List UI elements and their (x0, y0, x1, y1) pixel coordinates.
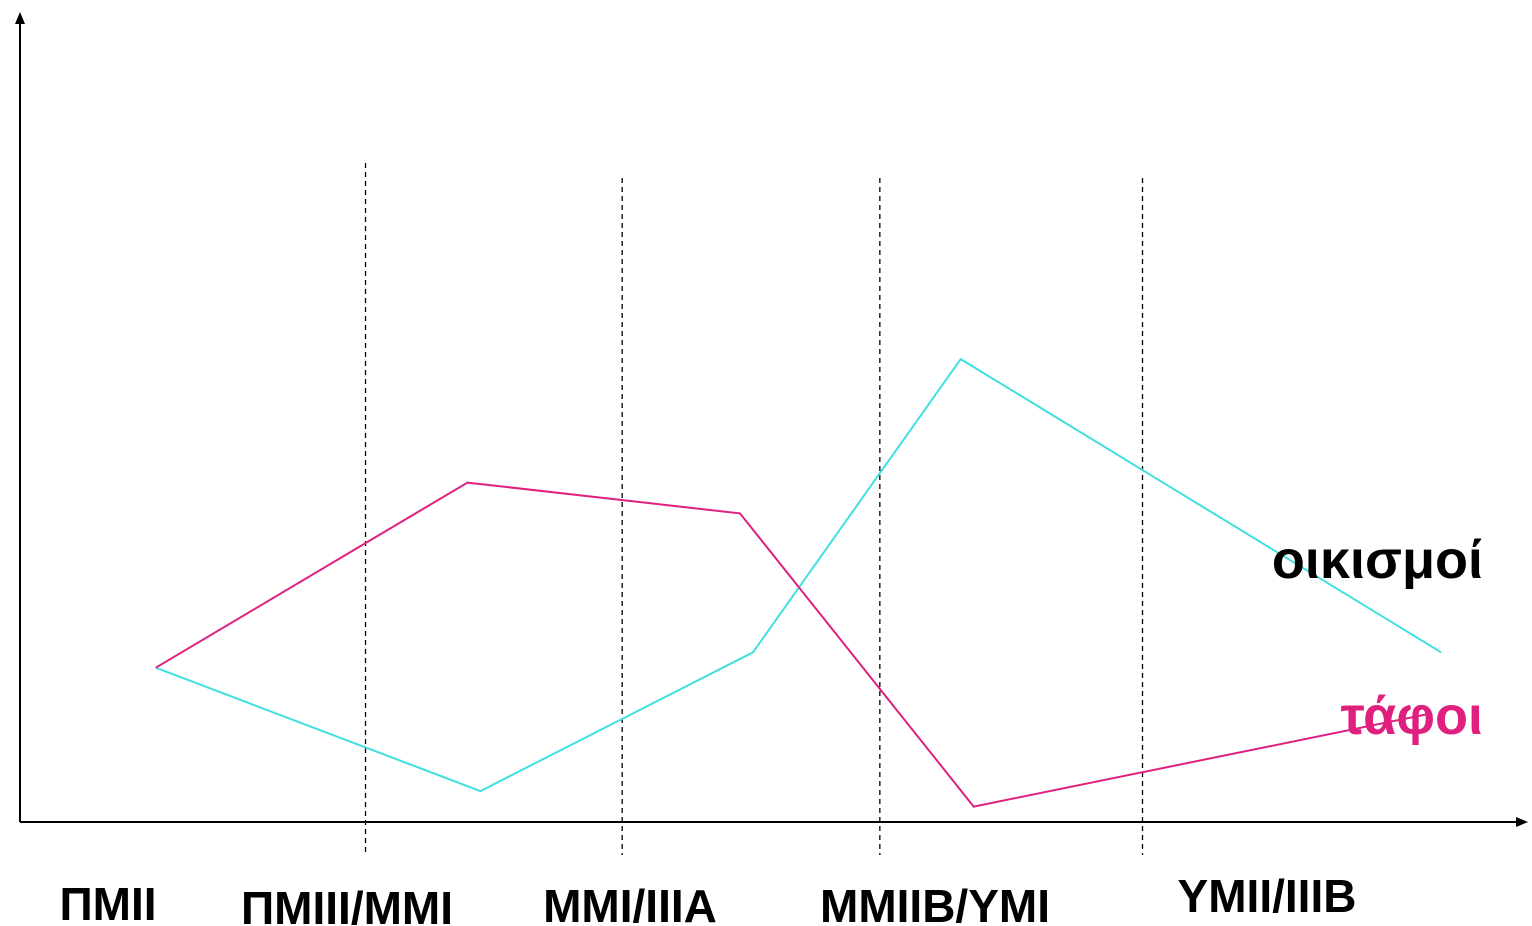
series-line-tafoi (155, 481, 1429, 808)
period-label: ΥΜΙΙ/ΙΙΙΒ (1178, 870, 1357, 922)
period-boundaries (364, 163, 1144, 855)
period-label: ΠΜΙΙΙ/ΜΜΙ (241, 882, 453, 926)
axes (15, 12, 1528, 827)
x-axis-arrow (1516, 817, 1528, 827)
period-label: ΜΜΙ/ΙΙΙΑ (543, 880, 717, 926)
period-label: ΠΜΙΙ (59, 878, 156, 926)
legend-label-tafoi: τάφοι (1341, 686, 1483, 746)
period-labels: ΠΜΙΙ ΠΜΙΙΙ/ΜΜΙ ΜΜΙ/ΙΙΙΑ ΜΜΙΙΒ/ΥΜΙ ΥΜΙΙ/ΙΙΙΒ (59, 870, 1356, 926)
series-lines (155, 357, 1442, 808)
legend: οικισμοί τάφοι (1272, 530, 1483, 746)
y-axis-arrow (15, 12, 25, 24)
legend-label-oikismoi: οικισμοί (1272, 530, 1483, 590)
period-label: ΜΜΙΙΒ/ΥΜΙ (820, 880, 1050, 926)
series-line-oikismoi (155, 357, 1442, 793)
